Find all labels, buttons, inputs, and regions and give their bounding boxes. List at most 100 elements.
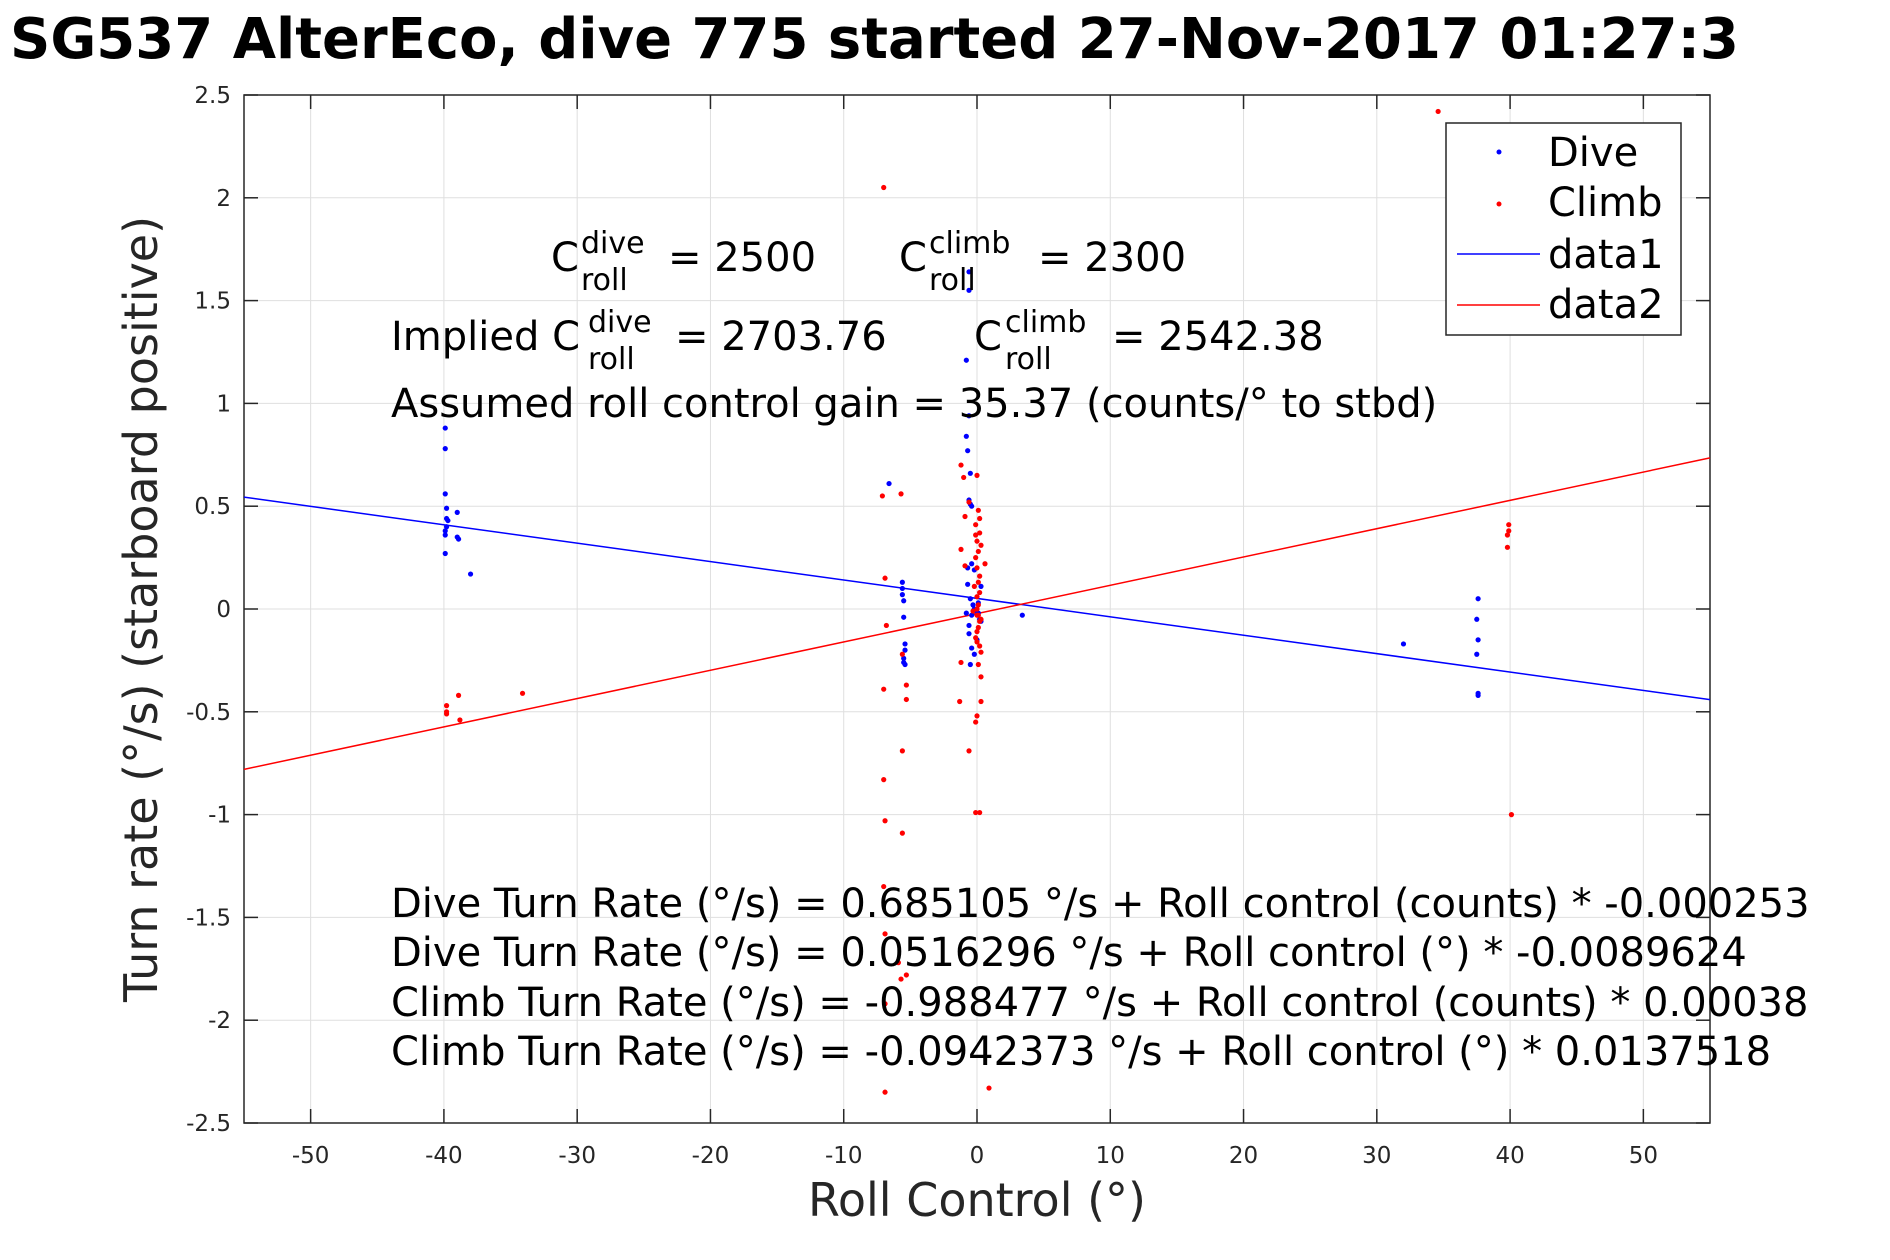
equation-dive-counts: Dive Turn Rate (°/s) = 0.685105 °/s + Ro…	[391, 881, 1810, 927]
dive-point	[967, 596, 973, 602]
dive-point	[445, 517, 451, 524]
dive-point	[467, 571, 474, 577]
dive-point	[442, 532, 448, 538]
climb-point	[1504, 544, 1511, 550]
climb-point	[978, 674, 984, 680]
dive-point	[966, 413, 972, 419]
y-tick-label: -2	[208, 1008, 231, 1034]
dive-point	[455, 536, 462, 542]
dive-point	[901, 598, 907, 604]
x-tick-label: 30	[1362, 1143, 1391, 1169]
climb-point	[971, 583, 977, 589]
climb-point	[881, 686, 887, 692]
equation-climb-counts: Climb Turn Rate (°/s) = -0.988477 °/s + …	[391, 980, 1808, 1026]
dive-point	[967, 470, 973, 476]
dive-point	[442, 491, 448, 497]
dive-point	[442, 425, 448, 431]
dive-point	[966, 631, 972, 637]
climb-point	[443, 711, 450, 717]
climb-point	[881, 883, 887, 890]
roll-coefficients-annotation: C dive roll = 2500 C climb roll = 2300 I…	[391, 226, 1437, 427]
y-tick-label: -0.5	[186, 700, 231, 726]
climb-point	[1506, 528, 1512, 534]
climb-point	[519, 690, 526, 696]
climb-point	[898, 976, 904, 982]
c-roll-dive-sup: dive	[581, 226, 645, 261]
data-points	[442, 108, 1515, 1095]
climb-point	[977, 618, 983, 624]
dive-point	[899, 579, 905, 585]
climb-point	[978, 542, 984, 548]
dive-point	[963, 433, 969, 439]
x-tick-labels: -50 -40 -30 -20 -10 0 10 20 30 40 50	[292, 1143, 1658, 1169]
climb-point	[978, 698, 984, 705]
legend-label-data2: data2	[1548, 282, 1664, 328]
dive-point	[442, 550, 448, 557]
x-tick-label: -10	[825, 1143, 863, 1169]
climb-point	[977, 809, 983, 816]
regression-equations: Dive Turn Rate (°/s) = 0.685105 °/s + Ro…	[391, 881, 1810, 1075]
implied-climb-value: = 2542.38	[1112, 314, 1324, 360]
dive-point	[1400, 641, 1407, 647]
climb-point	[974, 538, 980, 544]
dive-point	[965, 448, 971, 454]
dive-point	[442, 528, 448, 534]
dive-point	[963, 610, 969, 616]
climb-point	[903, 682, 909, 688]
legend-label-climb: Climb	[1548, 180, 1663, 226]
climb-point	[974, 629, 980, 635]
climb-point	[881, 777, 887, 783]
climb-point	[974, 612, 980, 618]
climb-point	[977, 589, 983, 596]
climb-point	[958, 546, 964, 552]
climb-point	[882, 575, 888, 581]
climb-point	[970, 608, 976, 614]
dive-point	[899, 585, 905, 592]
c-roll-climb-value: = 2300	[1038, 235, 1186, 281]
climb-point	[973, 522, 979, 528]
dive-point	[969, 503, 975, 509]
climb-point	[962, 513, 968, 520]
climb-point	[881, 184, 887, 191]
y-axis-label: Turn rate (°/s) (starboard positive)	[114, 216, 168, 1003]
climb-point	[903, 696, 909, 703]
implied-dive-value: = 2703.76	[675, 314, 887, 360]
legend-marker-dive	[1496, 149, 1502, 155]
dive-point	[969, 561, 975, 567]
implied-dive-sub: roll	[588, 342, 635, 377]
dive-point	[971, 651, 977, 657]
climb-point	[974, 606, 980, 612]
dive-point	[967, 661, 973, 668]
climb-point	[982, 561, 988, 567]
climb-point	[958, 462, 964, 468]
legend-label-dive: Dive	[1548, 130, 1638, 176]
y-tick-label: 2	[216, 186, 231, 212]
equation-climb-degrees: Climb Turn Rate (°/s) = -0.0942373 °/s +…	[391, 1029, 1771, 1075]
legend-box	[1445, 122, 1682, 336]
climb-point	[977, 643, 983, 649]
dive-point	[1475, 692, 1481, 698]
y-tick-label: 1	[216, 391, 231, 417]
climb-point	[977, 573, 983, 579]
dive-point	[965, 581, 971, 587]
y-tick-label: 0.5	[194, 494, 231, 520]
dive-point	[442, 446, 448, 452]
climb-point	[898, 491, 904, 497]
x-tick-label: 40	[1495, 1143, 1524, 1169]
x-axis-label: Roll Control (°)	[808, 1173, 1146, 1227]
climb-point	[899, 748, 905, 754]
climb-point	[973, 719, 979, 725]
y-tick-labels: -2.5 -2 -1.5 -1 -0.5 0 0.5 1 1.5 2 2.5	[186, 83, 231, 1137]
x-tick-label: 10	[1096, 1143, 1125, 1169]
dive-point	[963, 357, 969, 363]
x-tick-label: -40	[425, 1143, 463, 1169]
y-tick-label: 0	[216, 597, 231, 623]
implied-climb-sub: roll	[1005, 342, 1052, 377]
dive-point	[1019, 612, 1025, 618]
c-roll-climb-sup: climb	[929, 226, 1010, 261]
climb-point	[975, 624, 981, 631]
climb-point	[961, 474, 967, 481]
c-roll-dive-sub: roll	[581, 263, 628, 298]
climb-point	[1506, 522, 1512, 528]
